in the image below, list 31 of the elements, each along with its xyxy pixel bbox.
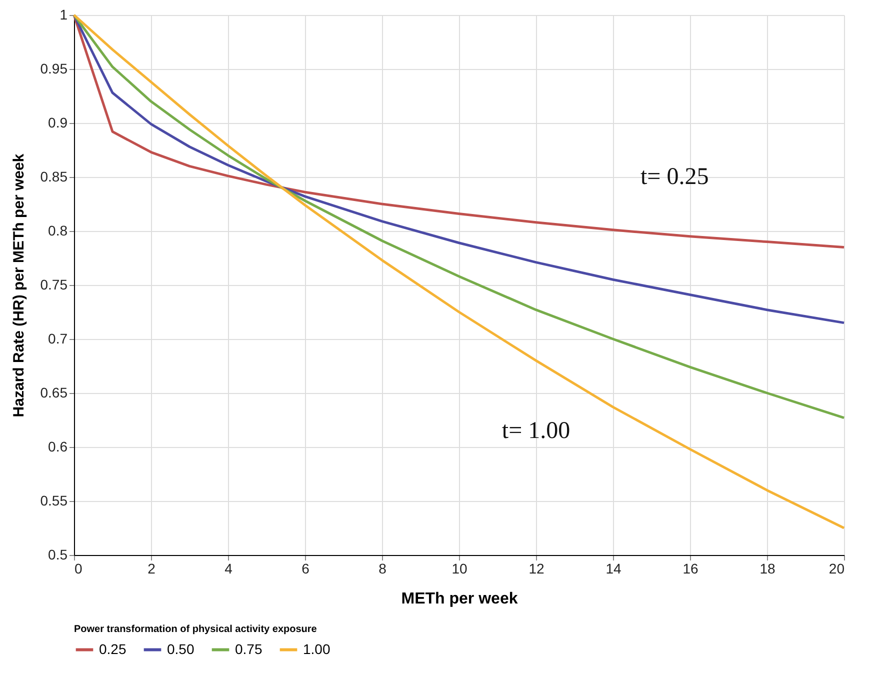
x-tick-label: 16 [682, 560, 698, 576]
legend-label: 1.00 [303, 640, 330, 657]
legend-label: 0.75 [235, 640, 262, 657]
y-tick-label: 1 [60, 6, 68, 22]
x-tick-label: 18 [760, 560, 776, 576]
legend-label: 0.25 [99, 640, 126, 657]
x-tick-label: 10 [452, 560, 468, 576]
x-tick-label: 6 [302, 560, 310, 576]
x-tick-label: 0 [74, 560, 82, 576]
y-tick-label: 0.5 [48, 546, 68, 562]
y-tick-label: 0.9 [48, 114, 68, 130]
x-tick-label: 14 [606, 560, 622, 576]
y-tick-label: 0.55 [40, 492, 68, 508]
annotation: t= 1.00 [502, 418, 570, 444]
x-tick-label: 20 [828, 560, 845, 576]
y-tick-label: 0.6 [48, 438, 68, 454]
x-tick-label: 12 [528, 560, 544, 576]
y-tick-label: 0.95 [40, 60, 68, 76]
y-tick-label: 0.8 [48, 222, 68, 238]
y-tick-label: 0.75 [40, 276, 68, 292]
x-axis-title: METh per week [401, 590, 518, 608]
legend-label: 0.50 [167, 640, 194, 657]
x-tick-label: 2 [148, 560, 156, 576]
x-tick-label: 8 [378, 560, 387, 576]
annotation: t= 0.25 [640, 164, 709, 190]
legend-title: Power transformation of physical activity exposure [74, 624, 318, 635]
y-tick-label: 0.85 [40, 168, 68, 184]
y-axis-title: Hazard Rate (HR) per METh per week [10, 153, 28, 418]
y-tick-label: 0.7 [48, 330, 68, 346]
y-tick-label: 0.65 [40, 384, 68, 400]
x-tick-label: 4 [224, 560, 233, 576]
